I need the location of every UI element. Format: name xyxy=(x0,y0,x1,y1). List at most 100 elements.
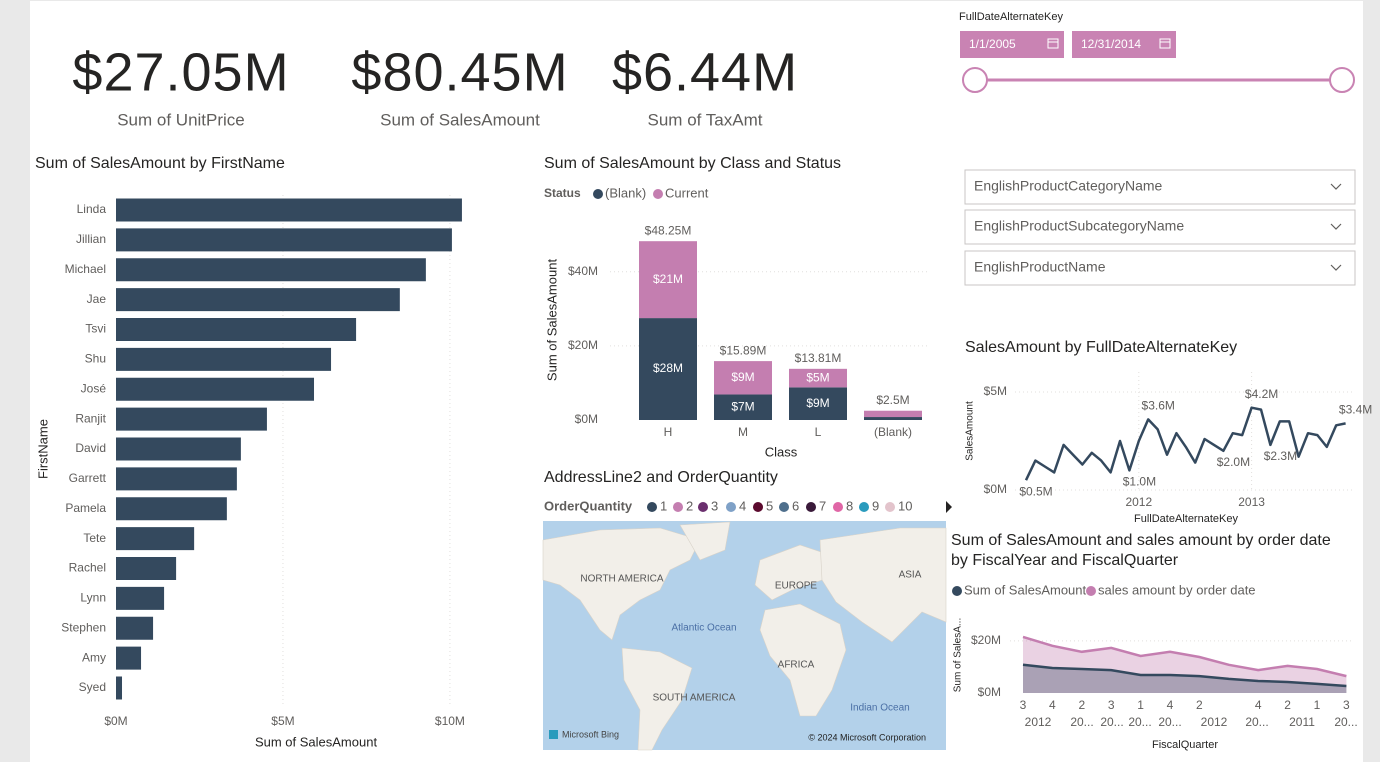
legend-label: sales amount by order date xyxy=(1098,582,1256,597)
legend-title: OrderQuantity xyxy=(544,498,633,513)
legend-swatch xyxy=(1086,586,1096,596)
date-input[interactable] xyxy=(960,31,1064,58)
x-axis-title: Class xyxy=(765,444,798,459)
y-tick-label: David xyxy=(75,441,106,455)
land-north-america xyxy=(542,527,701,641)
x-tick-label: 4 xyxy=(1049,698,1056,712)
x-tick-label: $10M xyxy=(435,714,465,728)
bar xyxy=(116,676,123,700)
x-tick-label: 3 xyxy=(1108,698,1115,712)
y-tick-label: Jae xyxy=(87,292,107,306)
land-south-america xyxy=(621,647,693,751)
data-label: $5M xyxy=(806,370,829,384)
x-group-label: 2012 xyxy=(1025,715,1052,729)
chart-title: Sum of SalesAmount and sales amount by o… xyxy=(951,532,1331,569)
chart-title: SalesAmount by FullDateAlternateKey xyxy=(965,339,1237,356)
legend-swatch xyxy=(647,502,657,512)
bar xyxy=(116,467,237,491)
y-axis-title: Sum of SalesA... xyxy=(953,618,964,692)
land-africa xyxy=(759,603,847,717)
continent-label: EUROPE xyxy=(775,581,818,592)
slider-handle[interactable] xyxy=(1329,67,1355,93)
date-input[interactable] xyxy=(1072,31,1176,58)
x-group-label: 2011 xyxy=(1289,715,1315,729)
area-line xyxy=(1022,663,1347,688)
x-tick-label: 2 xyxy=(1196,698,1203,712)
x-tick-label: 4 xyxy=(1167,698,1174,712)
continent-label: SOUTH AMERICA xyxy=(653,693,736,704)
bar xyxy=(116,198,462,222)
continent-label: ASIA xyxy=(899,570,922,581)
legend-swatch xyxy=(833,502,843,512)
x-tick-label: 3 xyxy=(1343,698,1350,712)
bar xyxy=(116,318,357,341)
land-asia xyxy=(819,527,947,643)
x-tick-label: 1 xyxy=(1137,698,1144,712)
x-tick-label: 3 xyxy=(1020,698,1027,712)
chart-title: Sum of SalesAmount by Class and Status xyxy=(544,155,841,172)
bar xyxy=(116,527,195,551)
legend-label: Current xyxy=(665,185,709,200)
x-tick-label: $0M xyxy=(104,714,127,728)
bar xyxy=(116,586,165,610)
total-label: $13.81M xyxy=(795,351,842,365)
land-greenland xyxy=(679,521,731,561)
x-group-label: 20... xyxy=(1100,715,1123,729)
bar-segment xyxy=(864,410,922,418)
y-tick-label: Lynn xyxy=(80,591,106,605)
data-label: $7M xyxy=(731,399,754,413)
x-tick-label: M xyxy=(738,425,748,439)
legend-label: 7 xyxy=(819,498,826,513)
data-label: $3.6M xyxy=(1142,399,1175,413)
kpi-value: $6.44M xyxy=(612,42,798,102)
legend-label: 4 xyxy=(739,498,746,513)
y-tick-label: Stephen xyxy=(61,620,106,634)
kpi-label: Sum of SalesAmount xyxy=(380,110,540,129)
slider-handle[interactable] xyxy=(962,67,988,93)
x-group-label: 20... xyxy=(1158,715,1181,729)
line xyxy=(1024,406,1346,481)
y-axis-title: FirstName xyxy=(35,419,50,479)
y-tick-label: Tsvi xyxy=(85,322,106,336)
y-axis-title: Sum of SalesAmount xyxy=(544,259,559,382)
kpi-label: Sum of TaxAmt xyxy=(648,110,763,129)
data-label: $9M xyxy=(806,396,829,410)
x-group-label: 20... xyxy=(1070,715,1093,729)
total-label: $15.89M xyxy=(720,343,767,357)
ocean-label: Indian Ocean xyxy=(850,703,910,714)
chart-title: AddressLine2 and OrderQuantity xyxy=(544,469,778,486)
bar xyxy=(116,557,177,580)
data-label: $2.0M xyxy=(1217,455,1250,469)
x-tick-label: 2 xyxy=(1284,698,1291,712)
legend-scroll-arrow[interactable] xyxy=(946,501,952,513)
date-text: 1/1/2005 xyxy=(969,37,1016,51)
y-tick-label: $20M xyxy=(568,338,598,352)
x-group-label: 2012 xyxy=(1201,715,1228,729)
x-tick-label: H xyxy=(664,425,673,439)
legend-label: 3 xyxy=(711,498,718,513)
bar xyxy=(116,407,267,431)
dropdown[interactable] xyxy=(964,209,1356,245)
bar-segment xyxy=(714,361,772,395)
y-tick-label: $0M xyxy=(978,685,1001,699)
x-tick-label: L xyxy=(815,425,822,439)
total-label: $2.5M xyxy=(876,393,909,407)
dropdown[interactable] xyxy=(964,250,1356,286)
y-axis-title: SalesAmount xyxy=(965,401,976,461)
x-group-label: 20... xyxy=(1334,715,1357,729)
legend-swatch xyxy=(673,502,683,512)
y-tick-label: $0M xyxy=(575,412,598,426)
legend-swatch xyxy=(859,502,869,512)
legend-label: 1 xyxy=(660,498,667,513)
x-tick-label: 1 xyxy=(1314,698,1321,712)
bar xyxy=(116,347,332,371)
ocean-label: Atlantic Ocean xyxy=(671,623,736,634)
bar xyxy=(116,646,142,670)
legend-swatch xyxy=(698,502,708,512)
date-text: 12/31/2014 xyxy=(1081,37,1141,51)
legend-label: (Blank) xyxy=(605,185,646,200)
dropdown[interactable] xyxy=(964,169,1356,205)
x-tick-label: 4 xyxy=(1255,698,1262,712)
bar-segment xyxy=(864,417,922,420)
x-axis-title: FiscalQuarter xyxy=(1152,739,1218,751)
